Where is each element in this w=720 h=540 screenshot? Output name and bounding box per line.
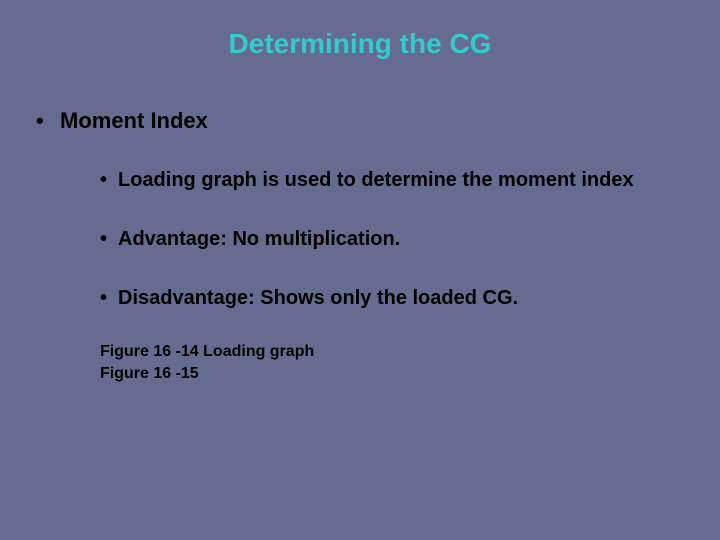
bullet-level2-list: • Loading graph is used to determine the… (0, 168, 720, 311)
bullet-glyph: • (36, 108, 60, 134)
bullet-glyph: • (100, 227, 118, 252)
bullet-level1-item: • Moment Index (36, 108, 720, 134)
bullet-glyph: • (100, 168, 118, 193)
bullet-level1-list: • Moment Index (0, 108, 720, 134)
bullet-level2-text: Advantage: No multiplication. (118, 227, 400, 252)
slide-title: Determining the CG (0, 0, 720, 70)
figure-reference: Figure 16 -15 (100, 363, 720, 385)
bullet-glyph: • (100, 286, 118, 311)
bullet-level2-item: • Advantage: No multiplication. (100, 227, 660, 252)
bullet-level2-text: Disadvantage: Shows only the loaded CG. (118, 286, 518, 311)
bullet-level2-text: Loading graph is used to determine the m… (118, 168, 634, 193)
figure-reference: Figure 16 -14 Loading graph (100, 341, 720, 363)
bullet-level2-item: • Disadvantage: Shows only the loaded CG… (100, 286, 660, 311)
slide: Determining the CG • Moment Index • Load… (0, 0, 720, 540)
bullet-level1-text: Moment Index (60, 108, 208, 134)
figure-references: Figure 16 -14 Loading graph Figure 16 -1… (0, 341, 720, 384)
bullet-level2-item: • Loading graph is used to determine the… (100, 168, 660, 193)
